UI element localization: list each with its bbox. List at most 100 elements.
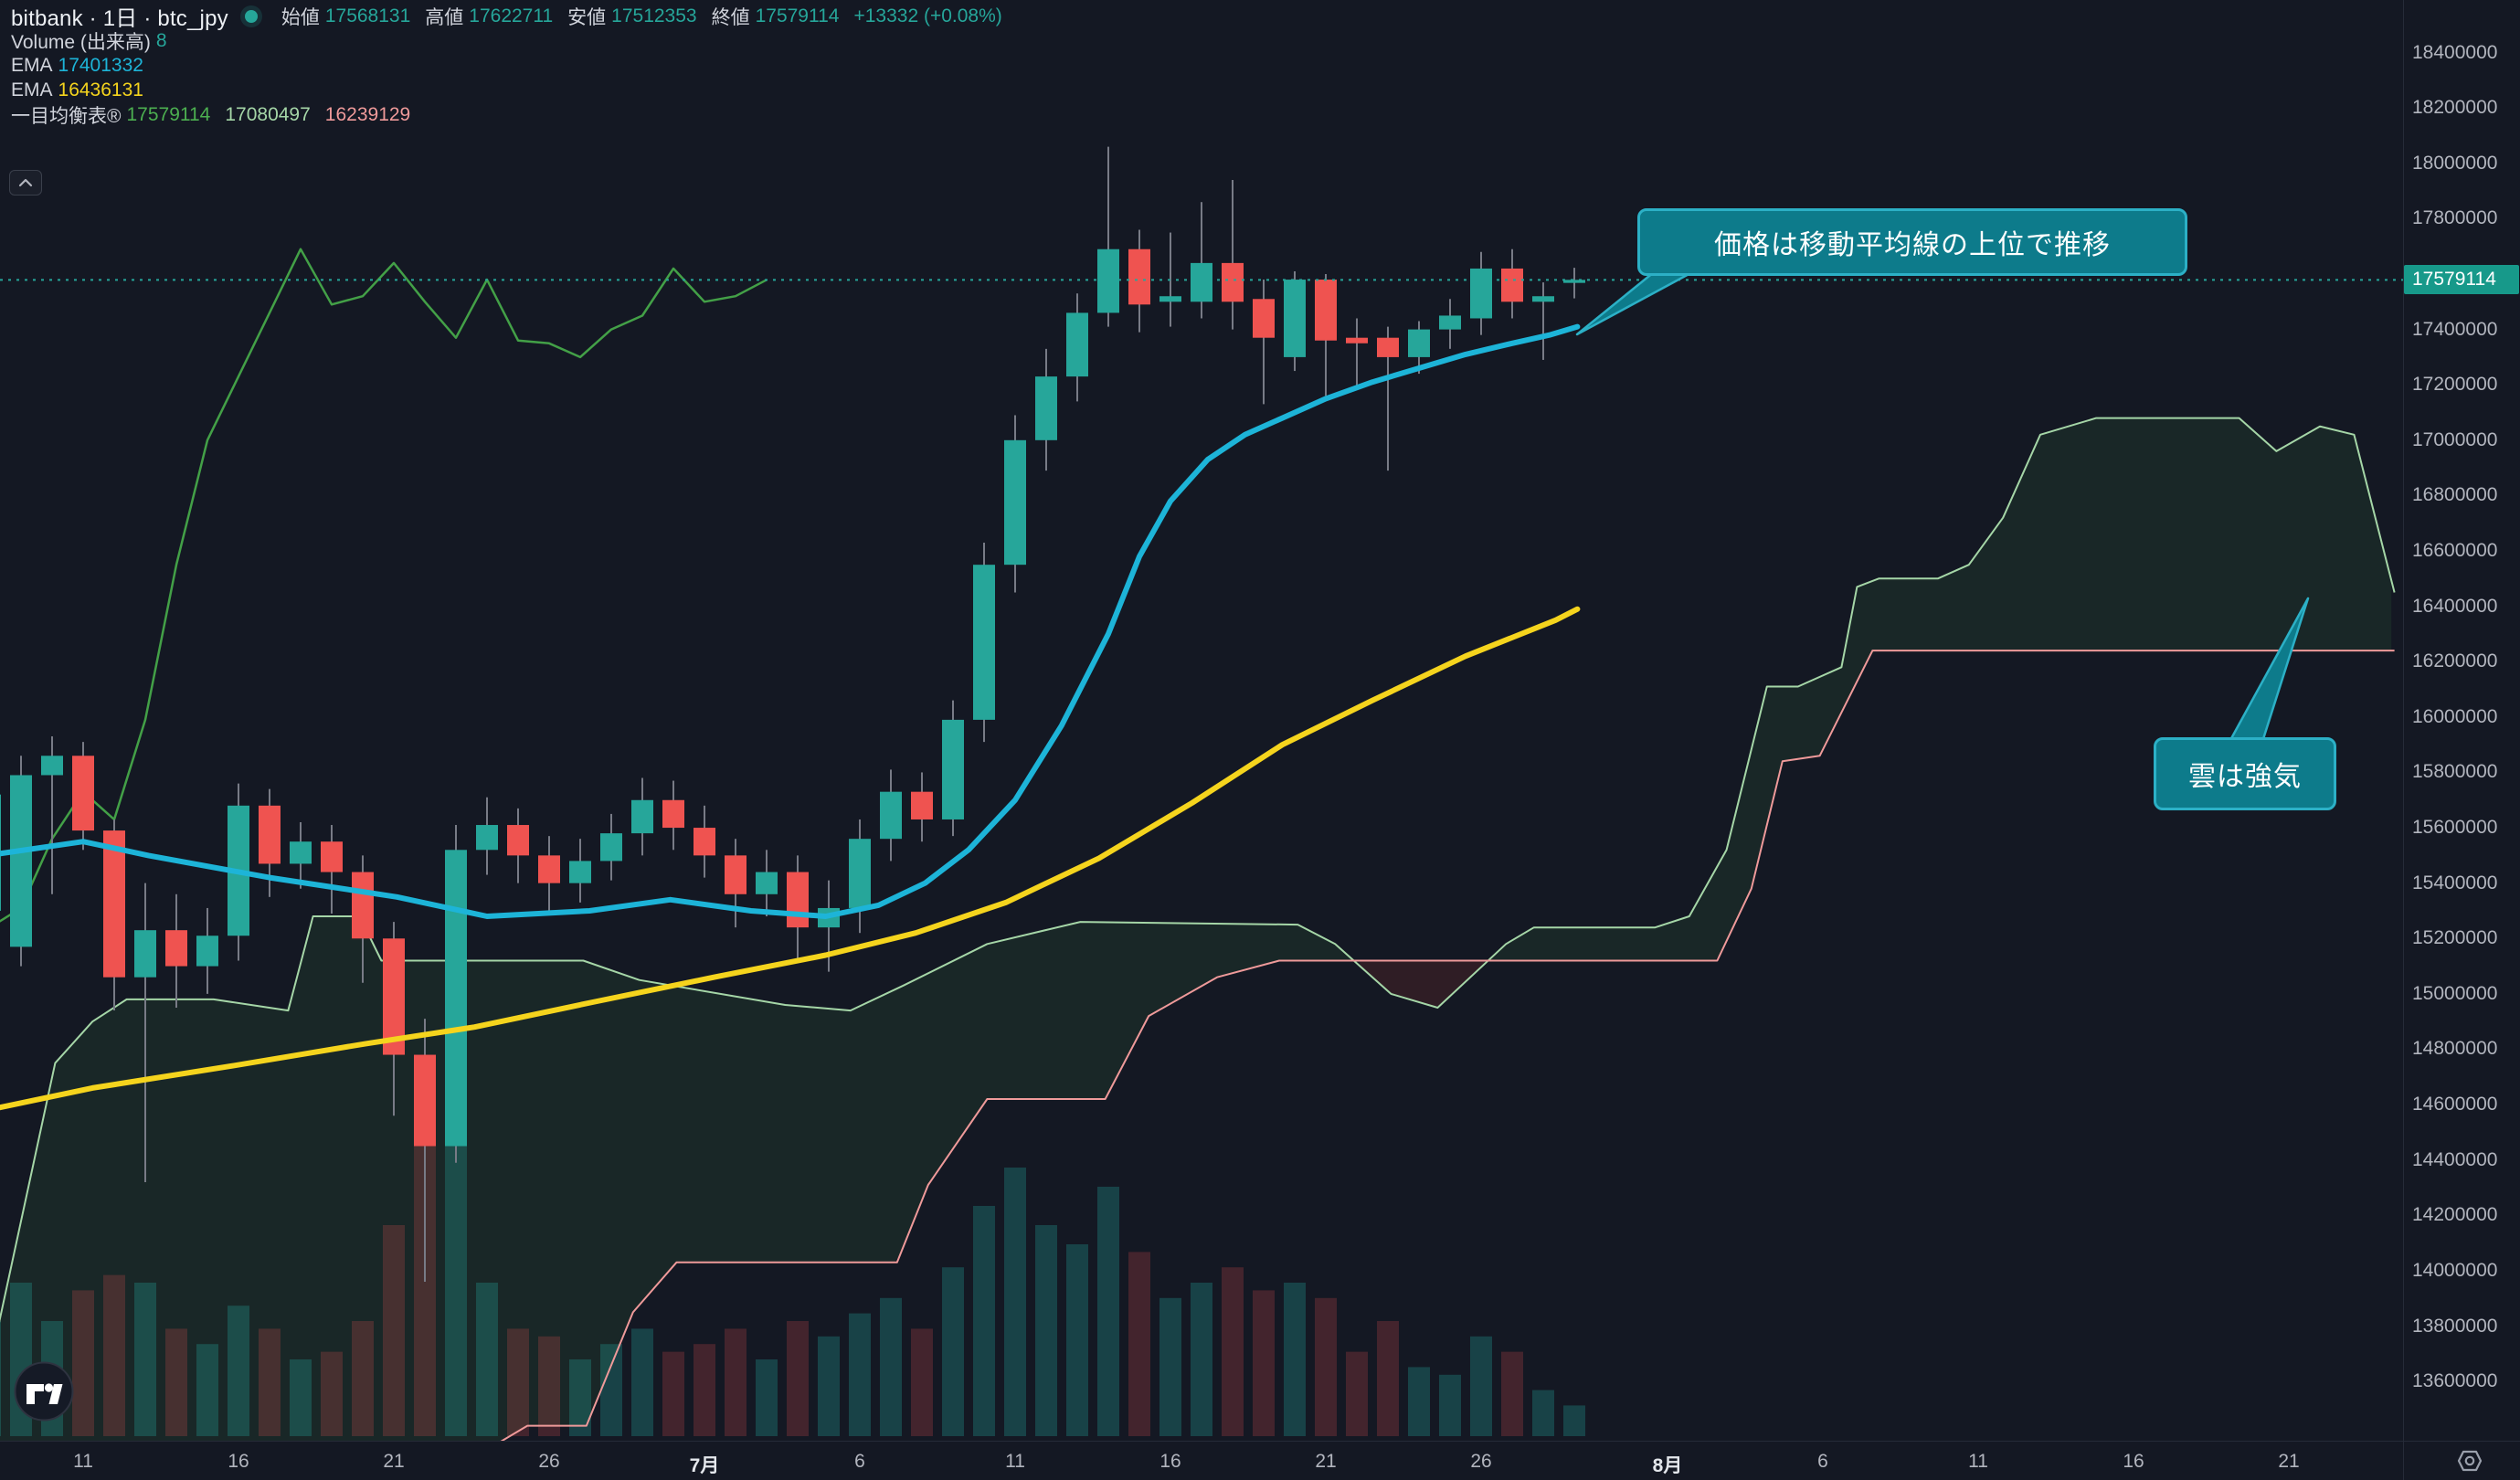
candle-down xyxy=(72,756,94,831)
volume-bar xyxy=(1470,1336,1492,1436)
ichimoku-value: 17080497 xyxy=(225,103,311,125)
candle-down xyxy=(1222,262,1244,302)
volume-bar xyxy=(600,1344,622,1436)
ohlc-value: 17622711 xyxy=(469,5,554,26)
chart-legend: bitbank · 1日 · btc_jpy 始値 17568131 高値 17622… xyxy=(11,4,1017,127)
legend-ema1-row: EMA 17401332 xyxy=(11,53,1017,78)
candle-down xyxy=(259,805,281,864)
candle-up xyxy=(1284,280,1306,357)
candle-down xyxy=(694,828,715,856)
time-tick: 21 xyxy=(1315,1451,1337,1472)
candle-down xyxy=(103,830,125,978)
volume-bar xyxy=(1377,1321,1399,1436)
candle-up xyxy=(631,799,653,834)
legend-collapse-button[interactable] xyxy=(9,170,42,196)
annotation-bullish-cloud[interactable]: 雲は強気 xyxy=(2154,737,2336,810)
time-tick: 21 xyxy=(2278,1451,2300,1472)
ichimoku-label[interactable]: 一目均衡表® xyxy=(11,105,122,127)
volume-bar xyxy=(631,1328,653,1436)
gear-icon[interactable] xyxy=(2456,1447,2483,1479)
price-tick: 15600000 xyxy=(2412,817,2498,839)
candle-up xyxy=(973,565,995,720)
candle-down xyxy=(352,872,374,939)
ema1-label[interactable]: EMA xyxy=(11,54,53,76)
ohlc-value: 17512353 xyxy=(611,5,697,26)
price-tick: 15000000 xyxy=(2412,982,2498,1004)
price-tick: 17400000 xyxy=(2412,318,2498,340)
price-axis[interactable]: 18400000 18200000 18000000 17800000 17400000… xyxy=(2403,0,2520,1441)
ichimoku-value: 17579114 xyxy=(126,103,211,125)
candle-up xyxy=(445,850,467,1147)
candle-up xyxy=(569,861,591,883)
volume-bar xyxy=(1439,1374,1461,1436)
volume-bar xyxy=(507,1328,529,1436)
legend-volume-row: Volume (出来高) 8 xyxy=(11,28,1017,53)
candle-up xyxy=(1408,329,1430,357)
price-tick: 16600000 xyxy=(2412,540,2498,562)
time-tick: 11 xyxy=(73,1451,93,1472)
annotation-cloud-text: 雲は強気 xyxy=(2188,762,2302,792)
candle-down xyxy=(414,1054,436,1147)
ema-fast-line xyxy=(0,323,1581,919)
annotation-price-text: 価格は移動平均線の上位で推移 xyxy=(1714,230,2111,260)
candle-down xyxy=(321,841,343,872)
ichimoku-cloud-bullish xyxy=(1490,418,2392,961)
symbol-title[interactable]: bitbank · 1日 · btc_jpy xyxy=(11,6,228,31)
volume-value: 8 xyxy=(155,29,167,51)
plot-area[interactable] xyxy=(0,146,2403,1480)
candle-up xyxy=(1004,439,1026,566)
time-axis[interactable]: 11 16 21 26 7月 6 11 16 21 26 8月 6 11 16 21 xyxy=(0,1442,2403,1480)
ema1-value: 17401332 xyxy=(58,54,143,76)
candle-down xyxy=(1346,337,1368,344)
volume-bar xyxy=(1004,1168,1026,1436)
candle-up xyxy=(10,775,32,947)
ohlc-label: 始値 xyxy=(281,6,320,28)
volume-bar xyxy=(352,1321,374,1436)
annotation-price-above-ma[interactable]: 価格は移動平均線の上位で推移 xyxy=(1637,208,2187,276)
senkou-b-line xyxy=(500,650,2395,1441)
candle-up xyxy=(134,930,156,978)
time-tick: 11 xyxy=(1005,1451,1025,1472)
ohlc-label: 終値 xyxy=(711,6,750,28)
candle-up xyxy=(196,936,218,967)
tradingview-logo[interactable] xyxy=(14,1361,74,1426)
volume-bar xyxy=(880,1297,902,1436)
volume-bar xyxy=(228,1306,249,1436)
annotation-price-tail xyxy=(1575,270,1694,336)
volume-bar xyxy=(849,1313,871,1436)
volume-bar xyxy=(476,1283,498,1436)
candle-up xyxy=(1532,296,1554,302)
volume-bar xyxy=(290,1359,312,1436)
volume-bar xyxy=(103,1274,125,1436)
volume-label[interactable]: Volume (出来高) xyxy=(11,31,151,53)
volume-bar xyxy=(0,1321,1,1436)
volume-bar xyxy=(911,1328,933,1436)
candle-down xyxy=(1315,280,1337,341)
volume-bar xyxy=(1284,1283,1306,1436)
price-tick: 18000000 xyxy=(2412,152,2498,174)
price-tick: 17200000 xyxy=(2412,374,2498,396)
candle-up xyxy=(849,839,871,908)
volume-bar xyxy=(1222,1267,1244,1436)
price-tick: 15200000 xyxy=(2412,927,2498,949)
time-tick: 21 xyxy=(383,1451,405,1472)
price-tick: 17000000 xyxy=(2412,428,2498,450)
volume-bar xyxy=(942,1267,964,1436)
volume-bar xyxy=(72,1290,94,1436)
volume-bar xyxy=(1346,1351,1368,1436)
ema2-label[interactable]: EMA xyxy=(11,79,53,100)
time-tick: 26 xyxy=(1470,1451,1492,1472)
volume-bar xyxy=(1159,1297,1181,1436)
candle-up xyxy=(1439,315,1461,330)
volume-bar xyxy=(1532,1390,1554,1436)
volume-bar xyxy=(259,1328,281,1436)
candle-down xyxy=(787,872,809,928)
ohlc-value: 17579114 xyxy=(755,5,840,26)
volume-bar xyxy=(973,1206,995,1436)
candle-up xyxy=(290,841,312,864)
ohlc-label: 安値 xyxy=(567,6,607,28)
volume-bar xyxy=(1501,1351,1523,1436)
chikou-span-line xyxy=(0,248,768,923)
